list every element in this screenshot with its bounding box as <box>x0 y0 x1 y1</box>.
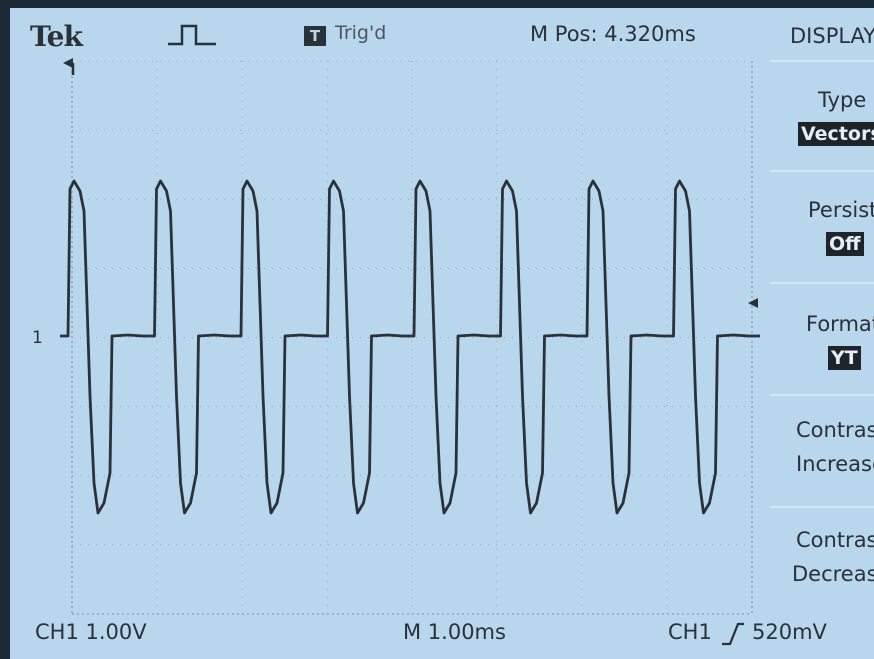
menu-item-label: Persist <box>808 198 874 222</box>
menu-item-contrast-decrease[interactable]: Contrast Decrease <box>770 508 874 616</box>
menu-item-value: Vectors <box>798 122 874 146</box>
ch1-volts-per-div: CH1 1.00V <box>35 620 147 644</box>
ch1-waveform-trace <box>60 179 760 515</box>
pulse-icon <box>168 24 216 46</box>
menu-divider <box>770 170 874 172</box>
menu-title: DISPLAY <box>790 24 874 48</box>
menu-item-type[interactable]: Type Vectors <box>770 60 874 170</box>
menu-divider <box>770 394 874 396</box>
time-per-div: M 1.00ms <box>403 620 506 644</box>
oscilloscope-screen: Tek T Trig'd M Pos: 4.320ms DISPLAY 1 Ty… <box>10 8 874 659</box>
rising-edge-icon <box>722 622 744 646</box>
trigger-status: Trig'd <box>335 22 387 44</box>
menu-item-value: YT <box>828 346 861 370</box>
ch1-ground-marker: 1 <box>32 328 43 348</box>
menu-divider <box>770 60 874 62</box>
trigger-level: 520mV <box>752 620 827 644</box>
menu-item-value: Off <box>826 232 864 256</box>
menu-item-format[interactable]: Format YT <box>770 284 874 392</box>
waveform-display <box>60 58 760 615</box>
menu-item-label: Decrease <box>792 562 874 586</box>
menu-item-label: Increase <box>796 452 874 476</box>
trigger-level-arrow <box>748 298 758 308</box>
horizontal-position: M Pos: 4.320ms <box>530 22 696 46</box>
menu-item-contrast-increase[interactable]: Contrast Increase <box>770 396 874 504</box>
brand-logo: Tek <box>30 20 83 53</box>
menu-item-label: Format <box>806 312 874 336</box>
menu-divider <box>770 282 874 284</box>
menu-item-label: Type <box>818 88 867 112</box>
menu-item-persist[interactable]: Persist Off <box>770 172 874 280</box>
trigger-icon: T <box>304 26 326 46</box>
menu-item-label: Contrast <box>796 418 874 442</box>
trigger-source: CH1 <box>668 620 712 644</box>
trigger-position-arrow <box>63 58 73 68</box>
graticule-grid <box>71 60 753 615</box>
display-menu: Type Vectors Persist Off Format YT Contr… <box>770 60 874 620</box>
menu-divider <box>770 506 874 508</box>
menu-item-label: Contrast <box>796 528 874 552</box>
